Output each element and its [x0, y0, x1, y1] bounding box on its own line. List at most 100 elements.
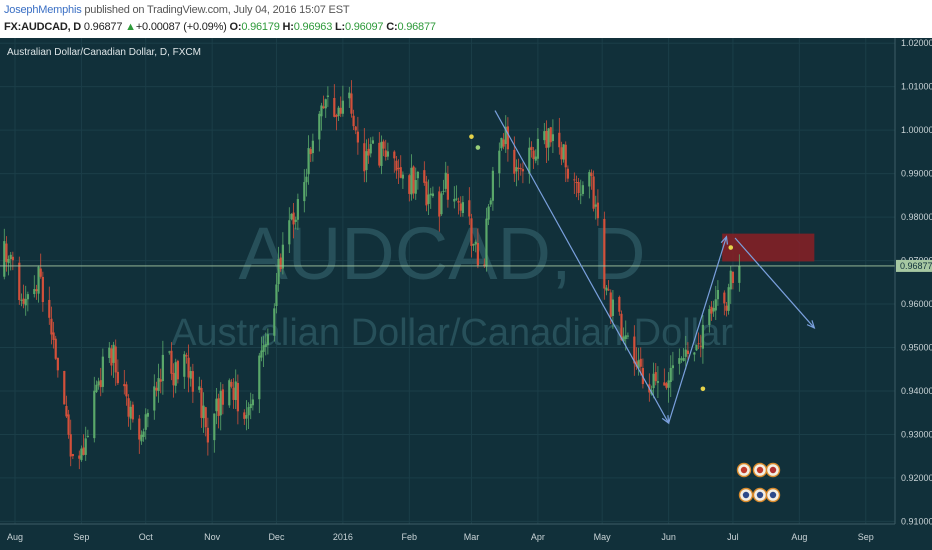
candle: [144, 408, 147, 440]
candle-body: [7, 258, 10, 264]
candle-body: [504, 126, 507, 145]
candle-body: [684, 349, 687, 357]
flag-center: [769, 466, 777, 474]
candle: [665, 381, 668, 390]
candle: [174, 358, 177, 394]
trend-arrow[interactable]: [734, 237, 816, 330]
candle: [429, 187, 432, 209]
candle: [275, 272, 278, 314]
x-tick-label: 2016: [333, 532, 353, 542]
resistance-zone[interactable]: [722, 233, 815, 262]
candle-body: [37, 266, 40, 294]
candle-body: [33, 289, 36, 294]
time-axis[interactable]: Aug Sep Oct Nov Dec 2016 Feb Mar Apr May Jun Jul Aug…: [7, 532, 874, 542]
candle-body: [161, 354, 164, 382]
candle-body: [206, 427, 209, 443]
candle-body: [725, 305, 728, 311]
candle-body: [198, 386, 201, 390]
candle-body: [41, 276, 44, 303]
candle-body: [566, 168, 569, 179]
candle: [142, 428, 145, 442]
candle: [697, 332, 700, 350]
candle: [140, 430, 143, 445]
candle-body: [534, 156, 537, 161]
candle-body: [168, 351, 171, 353]
candle-body: [174, 362, 177, 386]
candle: [318, 111, 321, 152]
candle-body: [159, 379, 162, 382]
candle: [251, 393, 254, 411]
candle: [731, 271, 735, 290]
candle-body: [251, 399, 254, 406]
candle: [339, 96, 342, 118]
candle: [468, 187, 471, 225]
candle: [320, 102, 323, 131]
candle-body: [155, 387, 158, 391]
author-link[interactable]: JosephMemphis: [4, 4, 82, 16]
candle-body: [592, 176, 595, 209]
candle-body: [275, 284, 278, 306]
x-tick-label: Nov: [204, 532, 221, 542]
signal-marker: [475, 145, 481, 150]
price-chart[interactable]: AUDCAD, D Australian Dollar/Canadian Dol…: [0, 38, 932, 550]
candle: [290, 213, 293, 221]
candle-body: [116, 371, 119, 384]
candle-body: [131, 404, 134, 420]
candle-body: [384, 150, 387, 157]
candle-body: [515, 167, 518, 172]
candle: [281, 232, 284, 275]
candle-body: [729, 270, 732, 290]
candle-body: [288, 220, 291, 245]
candle: [48, 286, 51, 325]
trend-arrows[interactable]: [494, 110, 816, 425]
candle: [667, 372, 670, 403]
candle-body: [3, 241, 6, 277]
arrow-head-icon: [720, 235, 729, 245]
candle: [69, 419, 72, 467]
candle: [33, 275, 36, 298]
candle-body: [489, 200, 492, 205]
candle-body: [558, 132, 561, 148]
low-label: L:: [335, 21, 345, 33]
candle-body: [652, 373, 655, 389]
candle: [395, 156, 398, 179]
y-tick-label: 0.99000: [901, 169, 932, 179]
candle: [110, 345, 113, 376]
candle: [633, 325, 636, 376]
candle: [369, 137, 372, 158]
time-axis-panel: [0, 524, 895, 550]
candle-body: [367, 148, 370, 156]
candle-body: [95, 384, 98, 392]
candle: [305, 168, 308, 197]
trend-arrow[interactable]: [668, 235, 729, 424]
candle-body: [52, 332, 55, 340]
candle-body: [654, 372, 657, 382]
candle: [215, 387, 218, 425]
candle-body: [669, 367, 672, 383]
candle: [234, 369, 237, 410]
candle-body: [697, 343, 700, 345]
candle: [93, 376, 96, 443]
candle-body: [506, 126, 509, 150]
last-price-tag: [896, 259, 932, 272]
candle: [335, 113, 338, 131]
candle-body: [273, 308, 276, 336]
candle-body: [292, 212, 295, 225]
candle-body: [440, 193, 443, 215]
candle: [626, 332, 629, 340]
candle-body: [483, 264, 486, 267]
candle-body: [307, 148, 310, 175]
y-tick-label: 0.94000: [901, 386, 932, 396]
candle-body: [311, 140, 314, 154]
candle: [9, 252, 12, 271]
candle: [262, 336, 265, 367]
candle: [588, 169, 591, 199]
candle: [138, 414, 141, 454]
candle: [545, 120, 548, 164]
candle: [592, 170, 595, 212]
candle: [723, 290, 726, 316]
candle: [562, 144, 565, 163]
candle: [618, 295, 621, 316]
candle-body: [232, 387, 235, 400]
candle-body: [738, 265, 741, 283]
